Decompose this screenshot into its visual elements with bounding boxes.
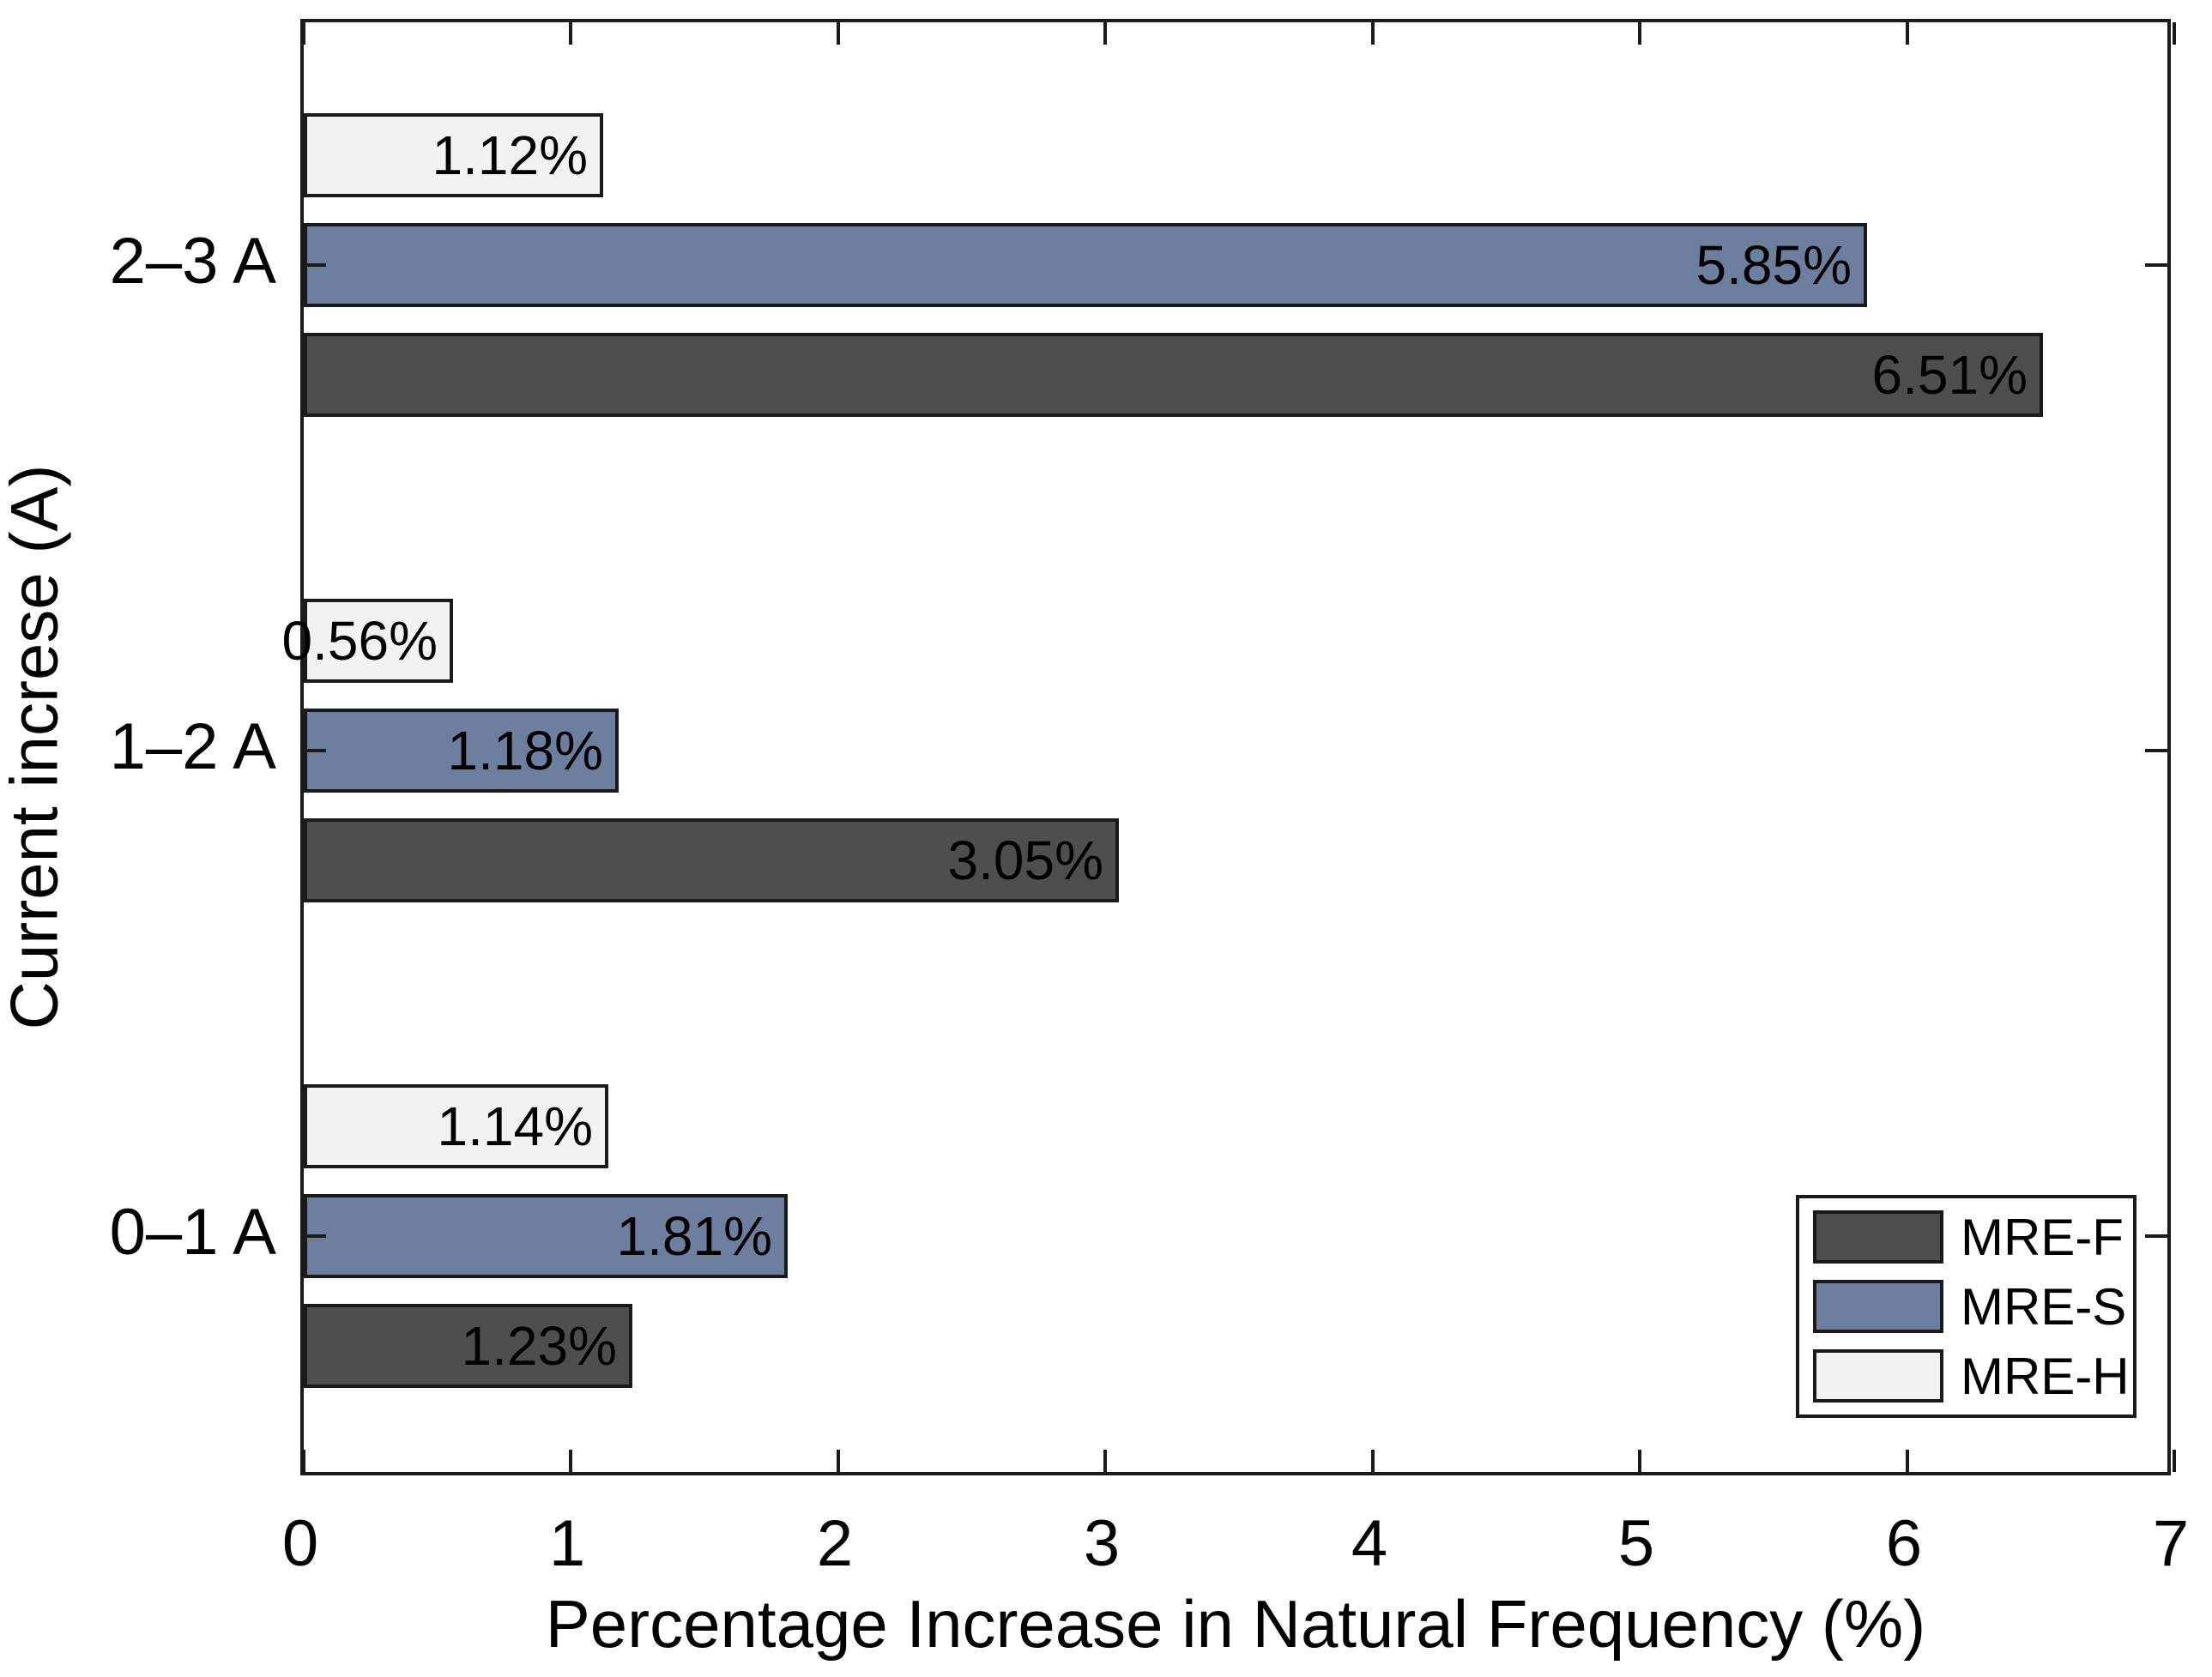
y-tick-label: 0–1 A — [109, 1196, 276, 1269]
x-tick-bottom — [1371, 1450, 1375, 1472]
legend-swatch-mre-f — [1813, 1210, 1943, 1264]
x-tick-top — [1371, 22, 1375, 45]
bar-value-label: 5.85% — [1695, 234, 1852, 296]
x-tick-top — [569, 22, 572, 45]
bar-mre-h-1-2-a: 0.56% — [282, 599, 453, 683]
x-tick-top — [1906, 22, 1909, 45]
y-tick-left — [304, 1234, 326, 1238]
legend-label: MRE-S — [1961, 1277, 2127, 1336]
legend-label: MRE-H — [1961, 1347, 2130, 1405]
bar-mre-s-0-1-a: 1.81% — [304, 1194, 788, 1278]
y-tick-right — [2145, 263, 2167, 267]
bar-mre-s-1-2-a: 1.18% — [304, 709, 619, 793]
legend-row-mre-h: MRE-H — [1813, 1347, 2133, 1405]
x-tick-top — [1103, 22, 1107, 45]
x-tick-top — [837, 22, 840, 45]
y-tick-right — [2145, 1234, 2167, 1238]
bar-mre-h-2-3-a: 1.12% — [304, 113, 603, 197]
x-tick-bottom — [1103, 1450, 1107, 1472]
bar-value-label: 6.51% — [1871, 344, 2028, 406]
x-axis-title: Percentage Increase in Natural Frequency… — [545, 1586, 1926, 1662]
legend-row-mre-s: MRE-S — [1813, 1277, 2133, 1336]
x-tick-label: 4 — [1351, 1507, 1388, 1580]
bar-value-label: 3.05% — [947, 829, 1103, 891]
y-tick-left — [304, 263, 326, 267]
x-tick-bottom — [569, 1450, 572, 1472]
x-tick-top — [1638, 22, 1641, 45]
y-tick-right — [2145, 749, 2167, 752]
x-tick-label: 3 — [1083, 1507, 1121, 1580]
y-tick-label: 2–3 A — [109, 225, 276, 298]
legend-swatch-mre-h — [1813, 1349, 1943, 1403]
bar-value-label: 1.14% — [437, 1095, 593, 1157]
x-tick-bottom — [2173, 1450, 2176, 1472]
bar-value-label: 1.12% — [432, 124, 588, 186]
legend-label: MRE-F — [1961, 1208, 2124, 1266]
y-tick-label: 1–2 A — [109, 710, 276, 783]
x-tick-top — [302, 22, 305, 45]
x-tick-bottom — [1638, 1450, 1641, 1472]
x-tick-label: 6 — [1885, 1507, 1923, 1580]
bar-mre-s-2-3-a: 5.85% — [304, 223, 1867, 307]
x-tick-label: 2 — [816, 1507, 854, 1580]
x-tick-label: 7 — [2152, 1507, 2190, 1580]
x-tick-label: 0 — [281, 1507, 319, 1580]
x-tick-label: 5 — [1617, 1507, 1655, 1580]
bar-mre-f-0-1-a: 1.23% — [304, 1304, 632, 1388]
legend-swatch-mre-s — [1813, 1280, 1943, 1333]
legend-row-mre-f: MRE-F — [1813, 1208, 2133, 1266]
legend: MRE-F MRE-S MRE-H — [1796, 1195, 2136, 1418]
bar-mre-f-2-3-a: 6.51% — [304, 333, 2043, 417]
bar-value-label: 0.56% — [281, 610, 438, 672]
plot-area: 1.12% 5.85% 6.51% 0.56% 1.18% 3.05% 1.14% 1.81%… — [282, 19, 2176, 1475]
x-tick-bottom — [1906, 1450, 1909, 1472]
bar-value-label: 1.18% — [447, 720, 603, 781]
x-tick-bottom — [837, 1450, 840, 1472]
bar-mre-h-0-1-a: 1.14% — [304, 1084, 608, 1168]
x-tick-bottom — [302, 1450, 305, 1472]
bar-mre-f-1-2-a: 3.05% — [304, 818, 1119, 902]
bar-value-label: 1.23% — [461, 1315, 617, 1377]
x-tick-label: 1 — [548, 1507, 586, 1580]
y-tick-left — [304, 749, 326, 752]
bar-value-label: 1.81% — [616, 1205, 772, 1267]
x-tick-top — [2173, 22, 2176, 45]
